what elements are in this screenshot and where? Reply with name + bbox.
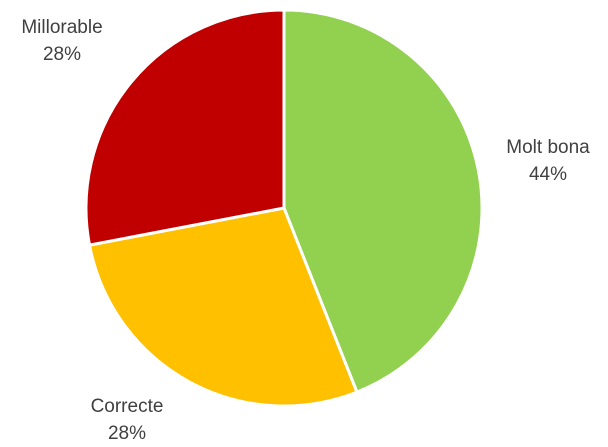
pie-slice-correcte <box>88 206 359 408</box>
slice-label-correcte: Correcte <box>91 396 164 417</box>
pie-slice-millorable <box>84 8 286 247</box>
pie-slice-molt-bona <box>282 8 484 394</box>
pie-labels: Molt bona 44% Correcte 28% Millorable 28% <box>21 17 590 444</box>
slice-value-correcte: 28% <box>108 423 146 444</box>
pie-slices <box>84 8 484 408</box>
slice-label-molt-bona: Molt bona <box>506 137 590 158</box>
slice-value-molt-bona: 44% <box>529 164 567 185</box>
slice-value-millorable: 28% <box>43 44 81 65</box>
slice-label-millorable: Millorable <box>21 17 102 38</box>
